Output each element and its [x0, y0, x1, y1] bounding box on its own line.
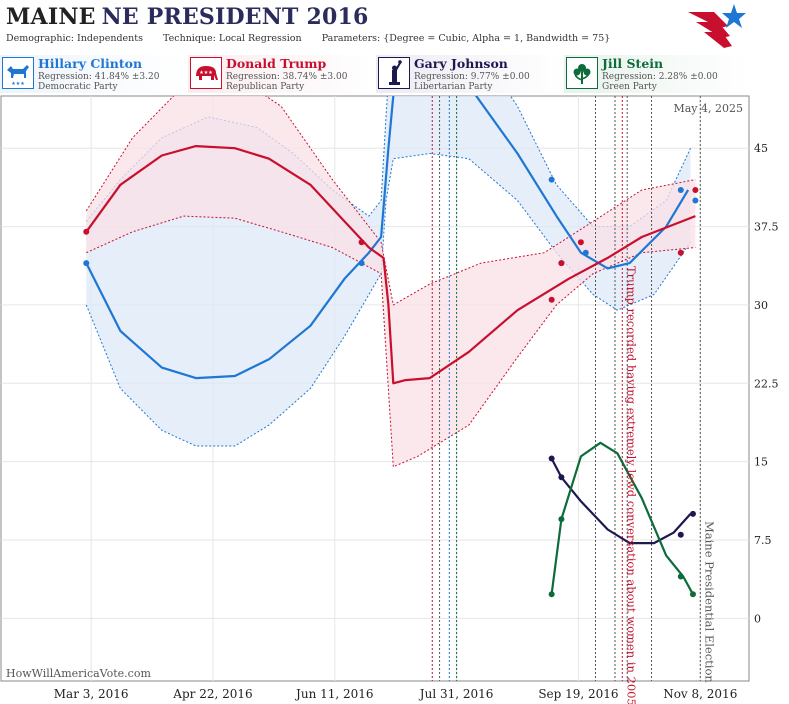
x-tick-label: Jun 11, 2016	[294, 687, 374, 701]
technique-value: Local Regression	[218, 33, 302, 44]
annotation-label: Maine Presidential Election	[702, 521, 716, 683]
technique-label: Technique:	[163, 33, 216, 44]
data-point	[548, 591, 555, 598]
title-rest: NE PRESIDENT 2016	[101, 4, 369, 30]
data-point	[548, 296, 555, 303]
y-tick-label: 45	[754, 142, 768, 155]
title-state: MAINE	[6, 4, 96, 30]
data-point	[558, 516, 565, 523]
series-line	[85, 96, 690, 380]
data-point	[548, 455, 555, 462]
data-point	[83, 260, 90, 267]
x-tick-label: Nov 8, 2016	[663, 687, 737, 701]
y-tick-label: 7.5	[754, 534, 772, 547]
parameters-value: {Degree = Cubic, Alpha = 1, Bandwidth = …	[383, 33, 611, 44]
data-point	[83, 228, 90, 235]
series-line	[550, 441, 694, 595]
data-point	[358, 260, 365, 267]
data-point	[358, 239, 365, 246]
date-stamp: May 4, 2025	[673, 102, 743, 115]
data-point	[548, 176, 555, 183]
data-point	[577, 239, 584, 246]
data-point	[558, 260, 565, 267]
data-point	[558, 474, 565, 481]
chart-parameters: Demographic: Independents Technique: Loc…	[6, 33, 610, 44]
data-point	[677, 187, 684, 194]
annotation-label: Trump recorded having extremely lewd con…	[624, 266, 638, 704]
legend-party: Democratic Party	[38, 82, 118, 92]
demographic-value: Independents	[77, 33, 143, 44]
parameters-label: Parameters:	[321, 33, 381, 44]
data-point	[582, 249, 589, 256]
data-point	[677, 573, 684, 580]
legend-stein: Jill Stein Regression: 2.28% ±0.00 Green…	[564, 55, 750, 93]
svg-text:★★★: ★★★	[199, 70, 213, 76]
demographic-label: Demographic:	[6, 33, 75, 44]
lower-bound-line	[85, 152, 691, 447]
legend-clinton: ★★★ Hillary Clinton Regression: 41.84% ±…	[0, 55, 186, 93]
legend-regression: Regression: 9.77% ±0.00	[414, 72, 530, 82]
legend-trump: ★★★ Donald Trump Regression: 38.74% ±3.0…	[188, 55, 374, 93]
donkey-icon: ★★★	[2, 57, 34, 89]
y-tick-label: 15	[754, 456, 768, 469]
svg-text:★★★: ★★★	[11, 81, 25, 87]
watermark: HowWillAmericaVote.com	[6, 667, 151, 680]
flower-icon	[566, 57, 598, 89]
confidence-band	[86, 96, 696, 467]
page-title: MAINE NE PRESIDENT 2016	[6, 4, 369, 30]
data-point	[692, 187, 699, 194]
statue-of-liberty-icon	[378, 57, 410, 89]
data-point	[689, 591, 696, 598]
y-tick-label: 30	[754, 299, 768, 312]
y-tick-label: 0	[754, 612, 761, 625]
legend-regression: Regression: 2.28% ±0.00	[602, 72, 718, 82]
legend-party: Republican Party	[226, 82, 305, 92]
upper-bound-line	[85, 96, 696, 306]
x-tick-label: Apr 22, 2016	[172, 687, 252, 701]
y-tick-label: 22.5	[754, 377, 779, 390]
elephant-icon: ★★★	[190, 57, 222, 89]
legend-name: Hillary Clinton	[38, 56, 143, 71]
y-tick-label: 37.5	[754, 221, 779, 234]
x-tick-label: Mar 3, 2016	[54, 687, 129, 701]
legend-name: Jill Stein	[602, 56, 664, 71]
x-tick-label: Jul 31, 2016	[418, 687, 494, 701]
legend-regression: Regression: 38.74% ±3.00	[226, 72, 348, 82]
legend-name: Gary Johnson	[414, 56, 508, 71]
series-line	[550, 457, 692, 545]
legend-johnson: Gary Johnson Regression: 9.77% ±0.00 Lib…	[376, 55, 562, 93]
legend-party: Libertarian Party	[414, 82, 493, 92]
data-point	[689, 510, 696, 517]
upper-bound-line	[85, 96, 691, 228]
x-tick-label: Sep 19, 2016	[538, 687, 618, 701]
site-logo-icon	[688, 4, 746, 48]
legend-name: Donald Trump	[226, 56, 327, 71]
data-point	[677, 249, 684, 256]
lower-bound-line	[86, 215, 696, 468]
legend-party: Green Party	[602, 82, 657, 92]
series-line	[85, 145, 696, 385]
data-point	[677, 531, 684, 538]
data-point	[692, 197, 699, 204]
plot-layer	[83, 96, 701, 681]
legend-regression: Regression: 41.84% ±3.20	[38, 72, 160, 82]
